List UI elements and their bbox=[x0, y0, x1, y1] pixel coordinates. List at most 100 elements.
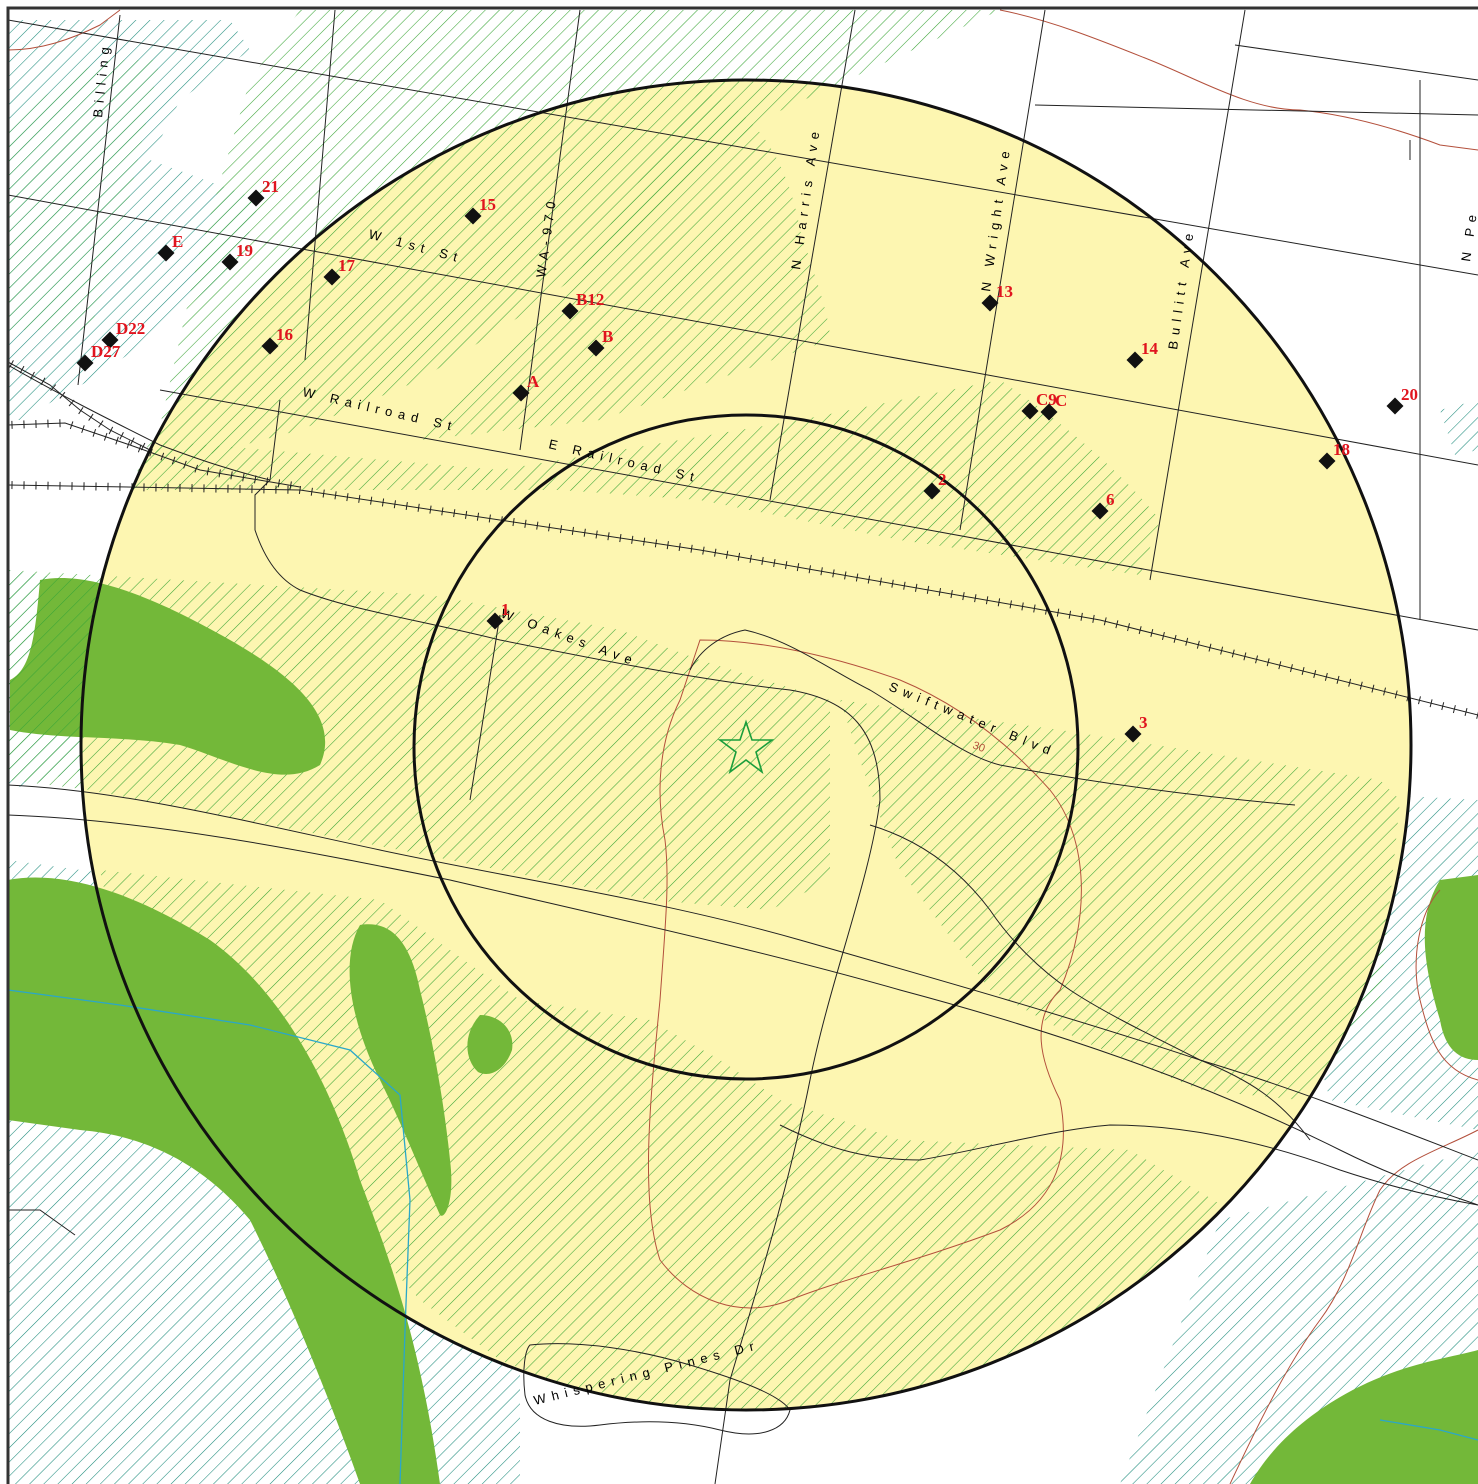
rail-tie bbox=[1138, 626, 1142, 635]
rail-tie bbox=[1173, 634, 1177, 643]
rail-tie bbox=[891, 579, 894, 588]
rail-tie bbox=[130, 437, 135, 445]
rail-tie bbox=[183, 460, 187, 469]
rail-tie bbox=[429, 505, 432, 514]
rail-tie bbox=[749, 554, 752, 563]
rail-tie bbox=[1324, 672, 1328, 681]
rail-tie bbox=[784, 561, 788, 570]
svg-text:16: 16 bbox=[276, 325, 293, 344]
well-marker[interactable]: 1 bbox=[486, 600, 510, 630]
rail-tie bbox=[1383, 687, 1387, 696]
rail-tie bbox=[962, 592, 965, 601]
svg-text:17: 17 bbox=[338, 256, 356, 275]
contour-label: 30 bbox=[971, 740, 987, 755]
svg-text:D22: D22 bbox=[116, 319, 145, 338]
well-marker[interactable]: 2 bbox=[923, 470, 947, 500]
rail-tie bbox=[254, 475, 257, 484]
rail-tie bbox=[903, 581, 906, 590]
stream-line bbox=[8, 989, 411, 1484]
rail-tie bbox=[405, 501, 408, 511]
rail-tie bbox=[643, 537, 646, 546]
rail-tie bbox=[737, 552, 741, 561]
rail-tie bbox=[524, 519, 527, 528]
rail-tie bbox=[1441, 702, 1445, 711]
rail-tie bbox=[68, 399, 75, 407]
rail-tie bbox=[1056, 608, 1060, 617]
rail-tie bbox=[950, 590, 953, 599]
rail-tie bbox=[1359, 681, 1363, 690]
rail-tie bbox=[571, 526, 574, 535]
svg-text:6: 6 bbox=[1106, 490, 1115, 509]
rail-tie bbox=[140, 442, 146, 451]
rail-tie bbox=[1150, 629, 1154, 638]
rail-tie bbox=[1009, 600, 1012, 609]
rail-tie bbox=[654, 539, 658, 548]
rail-tie bbox=[393, 500, 396, 509]
rail-tie bbox=[230, 471, 233, 480]
well-marker[interactable]: B12 bbox=[561, 290, 605, 320]
contour-lines bbox=[8, 9, 1478, 1484]
rail-tie bbox=[289, 481, 292, 490]
rail-tie bbox=[915, 583, 918, 592]
rail-tie bbox=[997, 598, 1001, 607]
railway-lines bbox=[8, 361, 1478, 716]
rail-tie bbox=[1243, 652, 1247, 661]
site-star-icon bbox=[717, 719, 775, 775]
rail-tie bbox=[1464, 707, 1468, 716]
rail-tie bbox=[607, 532, 610, 541]
rail-tie bbox=[108, 426, 114, 435]
rail-tie bbox=[1371, 684, 1375, 693]
svg-text:1: 1 bbox=[501, 600, 510, 619]
road-network bbox=[8, 9, 1478, 1484]
rail-tie bbox=[92, 428, 97, 437]
well-marker[interactable]: A bbox=[512, 372, 540, 402]
rail-tie bbox=[160, 452, 165, 461]
rail-tie bbox=[1313, 669, 1317, 678]
rail-tie bbox=[98, 420, 104, 428]
rail-tie bbox=[1429, 699, 1433, 708]
rail-tie bbox=[1278, 661, 1282, 670]
rail-tie bbox=[1255, 655, 1258, 664]
rail-tie bbox=[678, 542, 681, 551]
svg-text:19: 19 bbox=[236, 241, 253, 260]
rail-tie bbox=[465, 510, 468, 519]
well-marker[interactable]: 13 bbox=[981, 282, 1013, 312]
well-marker[interactable]: 20 bbox=[1386, 385, 1418, 415]
rail-tie bbox=[488, 514, 491, 523]
rail-tie bbox=[548, 523, 551, 532]
rail-tie bbox=[40, 377, 46, 385]
rail-tie bbox=[844, 571, 847, 580]
rail-tie bbox=[171, 456, 176, 465]
rail-tie bbox=[808, 565, 811, 574]
street-label-npe: N Pe bbox=[1458, 208, 1478, 262]
rail-tie bbox=[149, 448, 153, 457]
svg-text:13: 13 bbox=[996, 282, 1013, 301]
rail-tie bbox=[761, 556, 764, 565]
rail-tie bbox=[1068, 610, 1072, 619]
svg-text:D27: D27 bbox=[91, 342, 121, 361]
rail-tie bbox=[88, 413, 94, 421]
rail-tie bbox=[78, 406, 84, 415]
rail-tie bbox=[820, 567, 823, 576]
rail-tie bbox=[1092, 614, 1095, 623]
svg-text:C: C bbox=[1055, 391, 1067, 410]
well-marker[interactable]: B bbox=[587, 327, 614, 357]
rail-tie bbox=[1196, 640, 1200, 649]
rail-tie bbox=[832, 569, 835, 578]
rail-tie bbox=[218, 469, 221, 478]
rail-tie bbox=[1103, 617, 1107, 626]
rail-tie bbox=[1394, 690, 1398, 699]
rail-tie bbox=[194, 464, 199, 473]
rail-tie bbox=[512, 518, 515, 527]
svg-text:E: E bbox=[172, 232, 183, 251]
rail-tie bbox=[985, 596, 989, 605]
svg-text:3: 3 bbox=[1139, 713, 1148, 732]
rail-tie bbox=[631, 535, 634, 544]
svg-text:14: 14 bbox=[1141, 339, 1159, 358]
rail-tie bbox=[595, 530, 598, 539]
rail-tie bbox=[322, 489, 325, 498]
rail-tie bbox=[358, 494, 361, 503]
svg-text:18: 18 bbox=[1333, 440, 1350, 459]
rail-tie bbox=[441, 507, 444, 516]
